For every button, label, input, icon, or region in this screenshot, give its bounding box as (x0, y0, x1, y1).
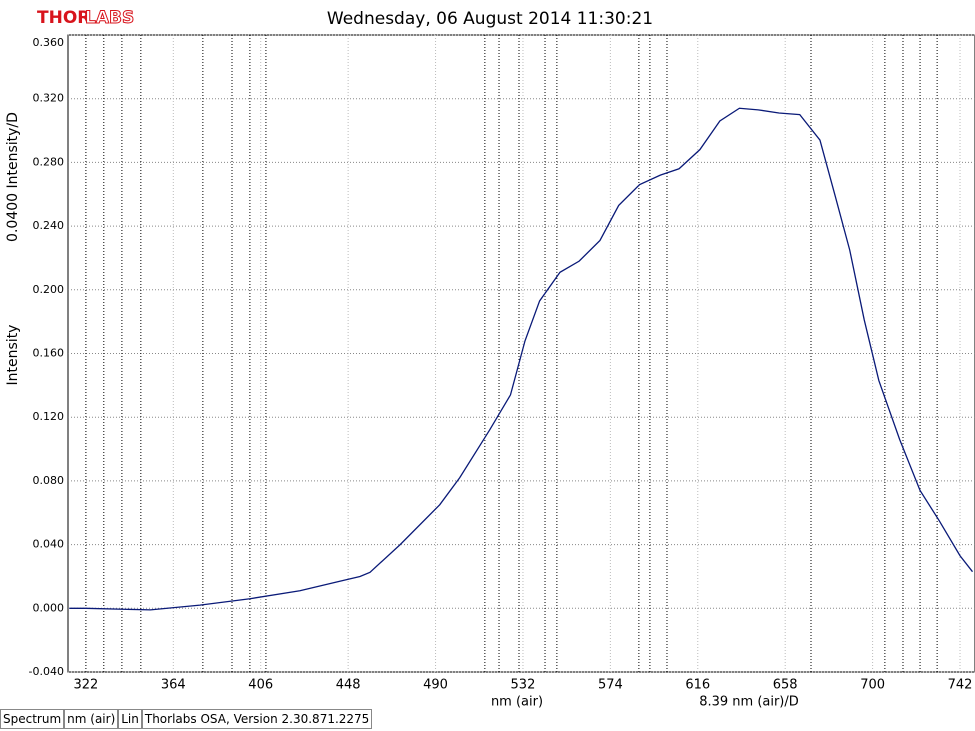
y-tick-label: 0.280 (33, 155, 65, 168)
x-tick-label: 574 (598, 678, 623, 693)
x-tick-label: 490 (423, 678, 448, 693)
status-bar: Spectrum nm (air) Lin Thorlabs OSA, Version… (0, 709, 373, 729)
x-tick-label: 616 (685, 678, 710, 693)
y-tick-label: 0.120 (33, 410, 65, 423)
y-tick-label: -0.040 (29, 665, 64, 678)
spectrum-line (69, 107, 974, 611)
status-cell: Spectrum (0, 709, 65, 729)
x-tick-label: 700 (860, 678, 885, 693)
x-tick-label: 448 (336, 678, 361, 693)
y-axis-scale-label: 0.0400 Intensity/D (5, 112, 21, 242)
x-axis-scale-label: 8.39 nm (air)/D (699, 695, 799, 709)
x-tick-label: 742 (948, 678, 973, 693)
y-tick-label: 0.040 (33, 538, 65, 551)
status-cell: Thorlabs OSA, Version 2.30.871.2275 (141, 709, 373, 729)
x-tick-label: 532 (511, 678, 536, 693)
y-tick-label: 0.000 (33, 601, 65, 614)
y-tick-label: 0.360 (33, 36, 65, 49)
status-cell: Lin (118, 709, 142, 729)
y-tick-label: 0.320 (33, 92, 65, 105)
x-tick-label: 658 (773, 678, 798, 693)
status-cell: nm (air) (64, 709, 119, 729)
chart: THOR LABS Wednesday, 06 August 2014 11:3… (5, 8, 975, 709)
y-tick-label: 0.200 (33, 283, 65, 296)
y-tick-label: 0.160 (33, 347, 65, 360)
x-tick-label: 322 (73, 678, 98, 693)
y-tick-label: 0.080 (33, 474, 65, 487)
chart-title: Wednesday, 06 August 2014 11:30:21 (327, 9, 653, 29)
x-tick-label: 406 (248, 678, 273, 693)
x-tick-label: 364 (161, 678, 186, 693)
y-axis-label: Intensity (5, 325, 21, 386)
logo-thor: THOR (37, 8, 90, 28)
y-tick-label: 0.240 (33, 219, 65, 232)
logo-labs: LABS (85, 8, 134, 28)
x-axis-label: nm (air) (491, 695, 543, 709)
